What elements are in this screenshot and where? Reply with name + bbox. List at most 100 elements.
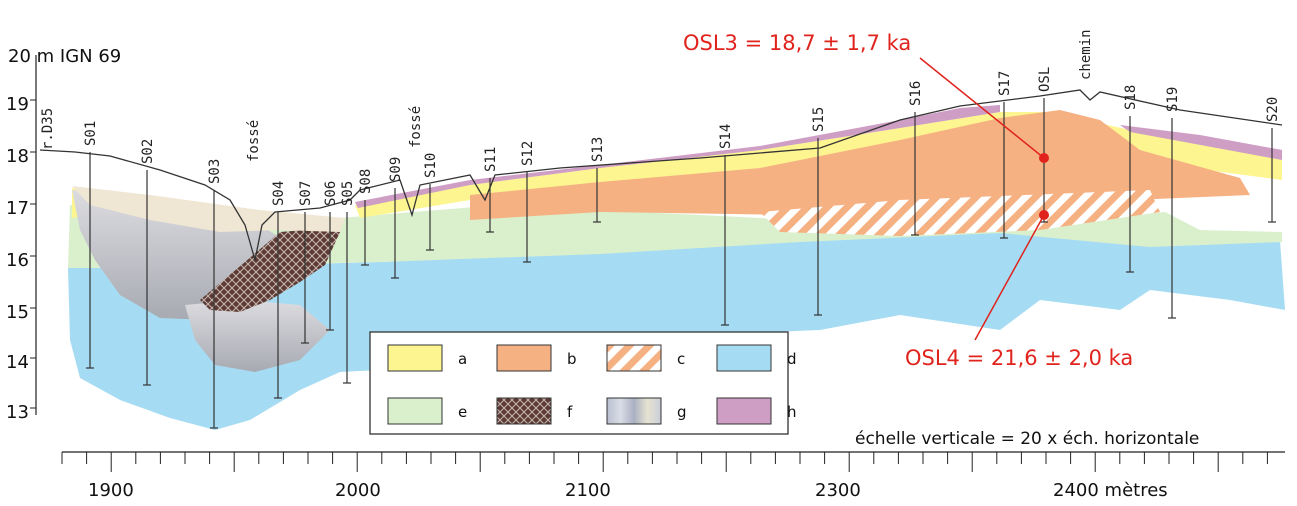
layer-h-east: [1120, 125, 1282, 160]
elev-17: 17: [6, 198, 29, 219]
borehole-s09: S09: [388, 157, 404, 279]
legend-label-f: f: [567, 403, 573, 421]
borehole-label-s05: S05: [340, 181, 356, 206]
borehole-label-osl: OSL: [1037, 67, 1053, 92]
borehole-s02: S02: [140, 139, 156, 386]
legend-swatch-g: [606, 397, 662, 425]
borehole-label-s18: S18: [1123, 85, 1139, 110]
elev-13: 13: [6, 402, 29, 423]
legend-item-g: g: [606, 397, 687, 425]
layer-b: [470, 110, 1250, 220]
legend-label-h: h: [787, 403, 797, 421]
scale-label-1900: 1900: [88, 480, 134, 501]
ditch-label-1: fossé: [246, 120, 262, 162]
borehole-s20: S20: [1265, 97, 1281, 223]
borehole-s10: S10: [423, 153, 439, 251]
legend-swatch-h: [716, 397, 772, 425]
elev-19: 19: [6, 94, 29, 115]
legend-item-b: b: [496, 344, 577, 372]
borehole-s16: S16: [908, 81, 924, 236]
borehole-label-s08: S08: [358, 169, 374, 194]
legend-swatch-f: [496, 397, 552, 425]
borehole-label-s15: S15: [811, 107, 827, 132]
borehole-s06: S06: [323, 181, 339, 331]
legend-item-c: c: [606, 344, 685, 372]
borehole-s01: S01: [83, 121, 99, 369]
strata: [68, 105, 1285, 430]
layer-e: [68, 205, 1282, 268]
legend-item-d: d: [716, 344, 797, 372]
elev-15: 15: [6, 302, 29, 323]
borehole-label-s03: S03: [207, 159, 223, 184]
borehole-label-s10: S10: [423, 153, 439, 178]
legend-swatch-d: [716, 344, 772, 372]
legend-item-a: a: [387, 344, 467, 372]
borehole-label-s12: S12: [520, 141, 536, 166]
legend-label-d: d: [787, 350, 797, 368]
legend: a b c d e f g h: [369, 331, 797, 435]
borehole-label-s06: S06: [323, 181, 339, 206]
borehole-s04: S04: [271, 181, 287, 399]
elev-14: 14: [6, 352, 29, 373]
scale-label-2400: 2400 mètres: [1053, 480, 1168, 501]
borehole-label-s20: S20: [1265, 97, 1281, 122]
osl3-sample-marker: [1039, 153, 1049, 163]
scale-label-2000: 2000: [335, 480, 381, 501]
borehole-label-s07: S07: [298, 181, 314, 206]
osl4-leader: [974, 214, 1045, 341]
borehole-s14: S14: [718, 124, 734, 326]
road-label: r.D35: [40, 108, 56, 150]
layer-h: [355, 105, 1000, 208]
borehole-s18: S18: [1123, 85, 1139, 273]
legend-item-f: f: [496, 397, 573, 425]
path-label: chemin: [1078, 29, 1094, 80]
borehole-label-s01: S01: [83, 121, 99, 146]
borehole-s13: S13: [590, 137, 606, 223]
borehole-label-s02: S02: [140, 139, 156, 164]
legend-label-c: c: [677, 350, 685, 368]
borehole-s08: S08: [358, 169, 374, 266]
legend-item-h: h: [716, 397, 797, 425]
borehole-label-s14: S14: [718, 124, 734, 149]
osl3-date: OSL3 = 18,7 ± 1,7 ka: [683, 31, 911, 55]
borehole-s15: S15: [811, 107, 827, 316]
legend-label-g: g: [677, 403, 687, 421]
elevation-axis: 20 m IGN 69 19 18 17 16 15 14 13: [6, 46, 121, 423]
borehole-s05: S05: [340, 181, 356, 384]
scale-label-2300: 2300: [815, 480, 861, 501]
elev-16: 16: [6, 250, 29, 271]
scale-note: échelle verticale = 20 x éch. horizontal…: [855, 429, 1199, 449]
borehole-s03: S03: [207, 159, 223, 429]
borehole-label-s13: S13: [590, 137, 606, 162]
borehole-s12: S12: [520, 141, 536, 263]
osl3-leader: [919, 57, 1045, 159]
osl4-date: OSL4 = 21,6 ± 2,0 ka: [905, 346, 1133, 370]
legend-swatch-a: [387, 344, 443, 372]
legend-swatch-e: [387, 397, 443, 425]
legend-swatch-c: [606, 344, 662, 372]
datum-label: 20 m IGN 69: [8, 46, 121, 67]
layer-g-east: [185, 300, 330, 372]
legend-item-e: e: [387, 397, 467, 425]
osl-annotations: OSL3 = 18,7 ± 1,7 ka OSL4 = 21,6 ± 2,0 k…: [683, 31, 1133, 370]
legend-label-a: a: [458, 350, 467, 368]
borehole-label-s04: S04: [271, 181, 287, 206]
elev-18: 18: [6, 146, 29, 167]
borehole-label-s16: S16: [908, 81, 924, 106]
legend-label-b: b: [567, 350, 577, 368]
ditch-label-2: fossé: [408, 106, 424, 148]
borehole-s07: S07: [298, 181, 314, 344]
borehole-label-s17: S17: [997, 71, 1013, 96]
borehole-label-s09: S09: [388, 157, 404, 182]
osl4-sample-marker: [1039, 210, 1049, 220]
boreholes: S01 S02 S03 S04 S07 S06 S05 S08 S09 S10 S11 S12 S13 S…: [83, 67, 1281, 429]
layer-c: [760, 190, 1160, 236]
ground-surface: [39, 89, 1283, 261]
layer-g-cap: [72, 186, 345, 232]
borehole-label-s11: S11: [483, 147, 499, 172]
legend-label-e: e: [458, 403, 467, 421]
borehole-s11: S11: [483, 147, 499, 233]
borehole-s17: S17: [997, 71, 1013, 239]
legend-swatch-b: [496, 344, 552, 372]
